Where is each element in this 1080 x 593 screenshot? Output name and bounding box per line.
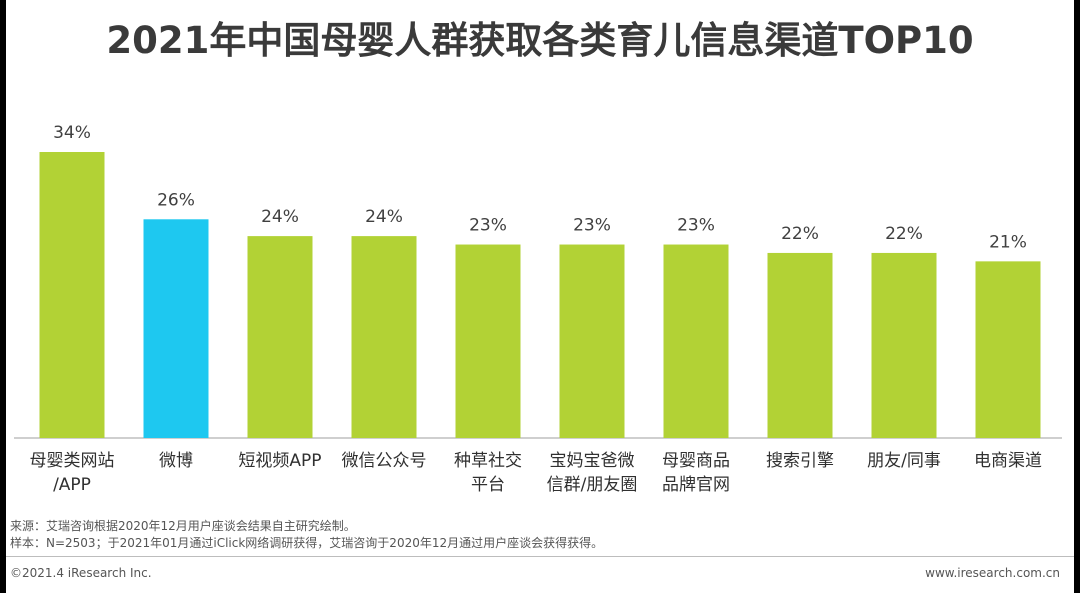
data-label: 26%: [157, 190, 195, 210]
notes: 来源：艾瑞咨询根据2020年12月用户座谈会结果自主研究绘制。 样本：N=250…: [10, 518, 603, 552]
category-label: 母婴类网站: [30, 451, 115, 471]
category-label: 搜索引擎: [766, 451, 834, 471]
copyright-text: ©2021.4 iResearch Inc.: [10, 566, 152, 580]
category-label: 平台: [471, 475, 505, 495]
website-link[interactable]: www.iresearch.com.cn: [925, 566, 1060, 580]
category-label: 朋友/同事: [867, 451, 941, 471]
data-label: 24%: [365, 207, 403, 227]
category-label: 宝妈宝爸微: [550, 451, 635, 471]
data-label: 22%: [781, 224, 819, 244]
category-label: /APP: [53, 475, 91, 495]
data-label: 23%: [677, 216, 715, 236]
bar: [559, 244, 625, 438]
bar: [871, 252, 937, 438]
sample-note: 样本：N=2503；于2021年01月通过iClick网络调研获得，艾瑞咨询于2…: [10, 536, 604, 550]
chart-title: 2021年中国母婴人群获取各类育儿信息渠道TOP10: [106, 19, 974, 62]
source-note: 来源：艾瑞咨询根据2020年12月用户座谈会结果自主研究绘制。: [10, 519, 356, 533]
data-label: 34%: [53, 123, 91, 143]
bar: [247, 236, 313, 438]
category-label: 信群/朋友圈: [547, 475, 638, 495]
data-label: 22%: [885, 224, 923, 244]
data-label: 23%: [573, 216, 611, 236]
bar: [975, 261, 1041, 438]
category-label: 种草社交: [454, 451, 522, 471]
bar: [455, 244, 521, 438]
category-label: 短视频APP: [238, 451, 321, 471]
data-label: 21%: [989, 232, 1027, 252]
bar: [351, 236, 417, 438]
bar-chart: 34% 母婴类网站/APP 26% 微博 24% 短视频APP 24% 微信公众号 23% 种草社…: [14, 123, 1062, 495]
left-border: [0, 0, 6, 593]
category-label: 母婴商品: [662, 451, 730, 471]
bar: [39, 152, 105, 438]
category-label: 微信公众号: [342, 451, 427, 471]
data-label: 23%: [469, 216, 507, 236]
footer-divider: [6, 556, 1074, 557]
category-label: 电商渠道: [974, 451, 1042, 471]
category-label: 品牌官网: [662, 475, 730, 495]
bar: [767, 252, 833, 438]
data-label: 24%: [261, 207, 299, 227]
category-label: 微博: [159, 451, 193, 471]
right-border: [1074, 0, 1080, 593]
bar: [143, 219, 209, 438]
bar: [663, 244, 729, 438]
